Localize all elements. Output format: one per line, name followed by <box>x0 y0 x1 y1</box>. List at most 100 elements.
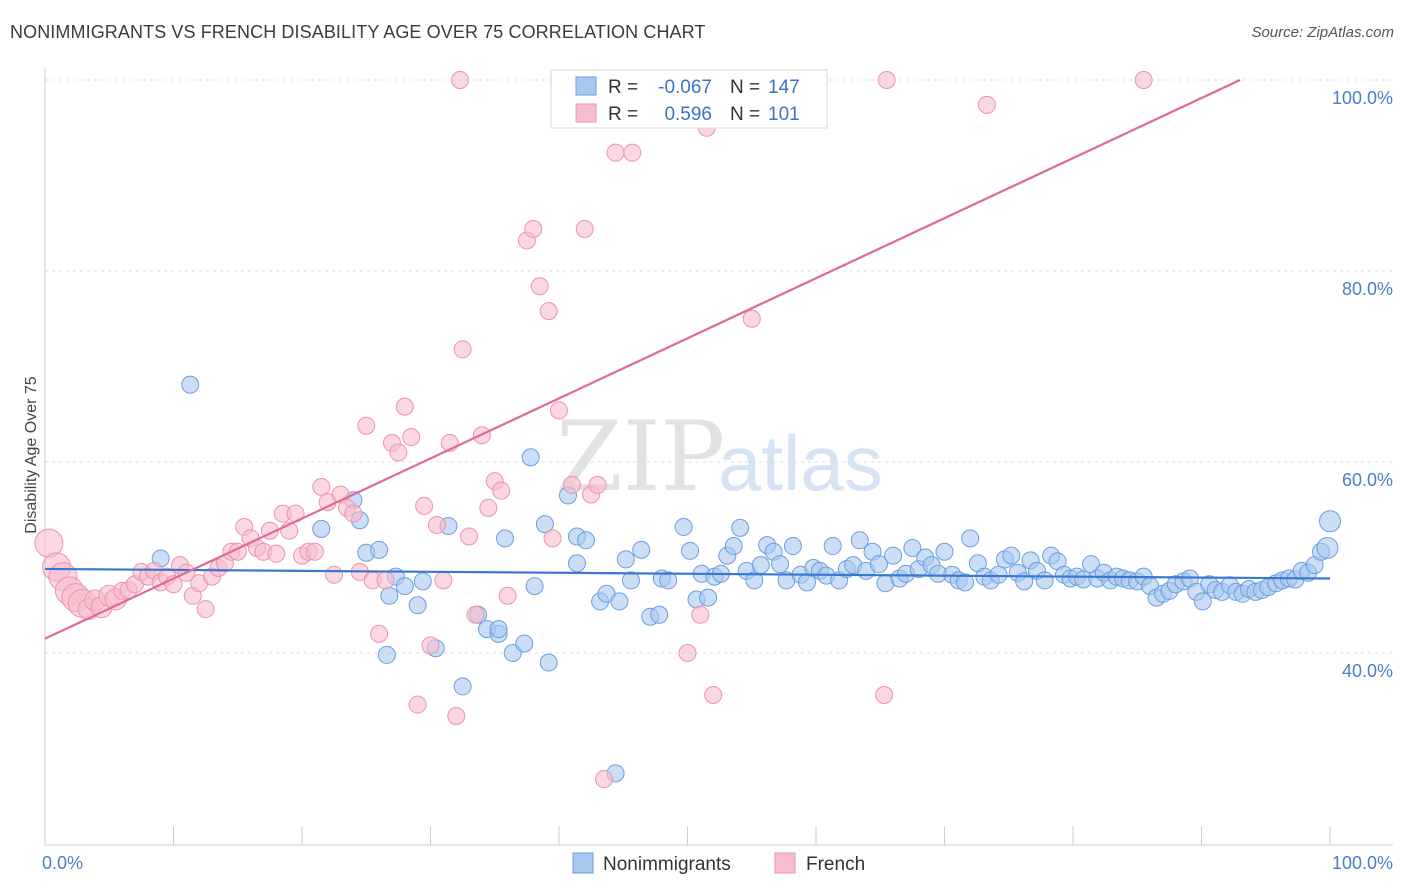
nonimmigrants-point-69 <box>850 531 869 550</box>
y-tick-label-1: 60.0% <box>1342 470 1393 490</box>
bottom-legend-swatch-nonimmigrants <box>572 852 594 874</box>
french-point-35 <box>267 544 286 563</box>
french-point-88 <box>678 644 697 662</box>
nonimmigrants-point-90 <box>989 565 1008 584</box>
french-point-44 <box>325 565 344 584</box>
nonimmigrants-trend-line <box>44 567 1331 580</box>
french-trend-line <box>44 79 1241 640</box>
source-label: Source: ZipAtlas.com <box>1251 24 1394 41</box>
nonimmigrants-point-97 <box>1035 571 1054 590</box>
french-point-84 <box>594 770 613 789</box>
watermark-zip: ZIP <box>556 401 725 513</box>
nonimmigrants-point-57 <box>771 555 790 574</box>
nonimmigrants-point-121 <box>1193 592 1212 611</box>
bottom-legend-label-french: French <box>806 854 865 875</box>
legend-n-value-blue: 147 <box>768 77 800 98</box>
french-point-72 <box>498 586 517 605</box>
nonimmigrants-point-86 <box>961 529 980 548</box>
nonimmigrants-point-74 <box>884 546 903 565</box>
french-point-78 <box>550 401 568 420</box>
nonimmigrants-point-77 <box>903 538 922 557</box>
french-point-42 <box>312 477 331 496</box>
stats-legend: R = -0.067 N = 147 R = 0.596 N = 101 <box>550 69 828 129</box>
french-point-24 <box>196 600 215 619</box>
chart-title: NONIMMIGRANTS VS FRENCH DISABILITY AGE O… <box>10 22 706 42</box>
french-point-91 <box>704 686 723 705</box>
nonimmigrants-point-92 <box>1002 546 1021 565</box>
french-point-58 <box>415 496 434 515</box>
nonimmigrants-point-26 <box>539 653 558 672</box>
french-point-67 <box>466 605 485 624</box>
nonimmigrants-point-36 <box>621 571 640 590</box>
french-point-47 <box>344 504 363 523</box>
nonimmigrants-point-28 <box>567 554 586 573</box>
french-point-49 <box>357 416 376 435</box>
french-point-71 <box>492 481 511 500</box>
nonimmigrants-point-141 <box>1319 510 1341 533</box>
french-point-65 <box>453 340 472 359</box>
bottom-legend-label-nonimmigrants: Nonimmigrants <box>603 854 731 875</box>
nonimmigrants-point-82 <box>935 542 954 561</box>
x-tick-label-max: 100.0% <box>1332 853 1393 873</box>
nonimmigrants-point-11 <box>408 596 427 615</box>
nonimmigrants-point-15 <box>453 677 472 696</box>
nonimmigrants-point-50 <box>724 537 743 556</box>
nonimmigrants-point-43 <box>681 541 700 560</box>
nonimmigrants-point-85 <box>956 573 975 592</box>
nonimmigrants-point-6 <box>370 540 389 559</box>
french-point-76 <box>539 302 558 321</box>
nonimmigrants-point-59 <box>783 537 802 556</box>
french-point-93 <box>875 686 894 705</box>
legend-r-value-pink: 0.596 <box>664 104 712 125</box>
nonimmigrants-point-24 <box>525 577 544 596</box>
french-point-64 <box>451 71 470 89</box>
nonimmigrants-point-53 <box>745 571 764 590</box>
nonimmigrants-point-51 <box>731 518 750 537</box>
french-point-77 <box>543 529 562 548</box>
french-point-56 <box>402 428 421 447</box>
nonimmigrants-point-46 <box>699 588 718 607</box>
x-tick-label-min: 0.0% <box>42 853 83 873</box>
nonimmigrants-point-1 <box>181 375 200 394</box>
stats-legend-box <box>550 69 828 129</box>
french-point-69 <box>479 498 498 517</box>
legend-n-label-pink: N = <box>730 104 760 125</box>
nonimmigrants-point-10 <box>395 577 414 596</box>
nonimmigrants-point-2 <box>312 519 331 538</box>
nonimmigrants-point-7 <box>377 645 396 664</box>
french-point-81 <box>575 219 594 238</box>
french-point-85 <box>606 143 625 162</box>
nonimmigrants-point-30 <box>576 531 595 550</box>
nonimmigrants-point-34 <box>610 592 629 611</box>
french-point-92 <box>742 309 761 328</box>
nonimmigrants-point-42 <box>674 517 693 536</box>
french-point-52 <box>376 571 395 590</box>
trend-lines <box>44 79 1331 640</box>
legend-swatch-pink <box>575 103 597 123</box>
french-point-41 <box>305 542 324 561</box>
french-point-57 <box>408 695 427 714</box>
french-point-74 <box>524 219 543 238</box>
legend-n-label-blue: N = <box>730 77 760 98</box>
nonimmigrants-point-12 <box>413 572 432 591</box>
y-tick-label-2: 80.0% <box>1342 279 1393 299</box>
nonimmigrants-point-20 <box>496 529 515 548</box>
nonimmigrants-point-25 <box>535 515 554 534</box>
french-point-89 <box>691 605 710 624</box>
french-point-80 <box>562 475 581 494</box>
nonimmigrants-point-65 <box>823 537 842 556</box>
nonimmigrants-point-8 <box>380 586 399 605</box>
legend-r-label-pink: R = <box>608 104 638 125</box>
french-point-59 <box>421 636 440 655</box>
french-point-96 <box>1134 71 1153 89</box>
nonimmigrants-point-54 <box>751 556 770 575</box>
nonimmigrants-point-21 <box>503 644 522 662</box>
french-point-95 <box>977 95 996 114</box>
french-point-51 <box>370 624 389 643</box>
french-point-75 <box>530 277 549 296</box>
french-point-60 <box>427 516 446 535</box>
watermark-atlas: atlas <box>718 419 883 507</box>
legend-r-value-blue: -0.067 <box>658 77 712 98</box>
french-point-83 <box>588 475 607 494</box>
